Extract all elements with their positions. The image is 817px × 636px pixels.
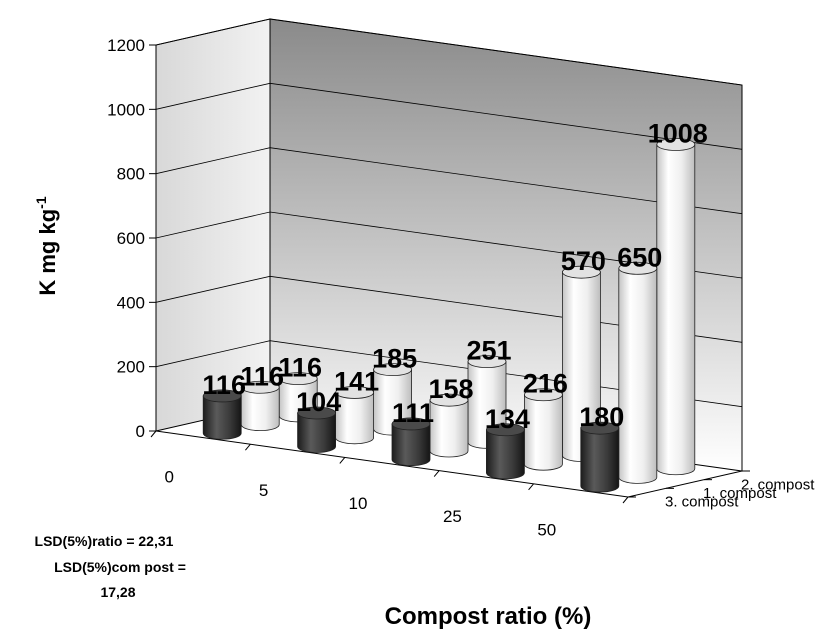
bar-s0-c4: 180 [579, 402, 624, 493]
x-tick-mark-1 [245, 443, 251, 451]
y-tick-label-200: 200 [117, 358, 145, 377]
bar-body-s1-c4 [618, 267, 658, 484]
bar-body-s1-c0 [240, 386, 280, 431]
bar-body-s0-c4 [580, 427, 620, 493]
bar-body-s0-c3 [486, 429, 525, 480]
x-tick-labels: 0 5 10 25 50 [150, 430, 629, 539]
x-tick-label-25: 25 [443, 507, 462, 526]
data-label-s2-c0: 116 [278, 353, 322, 383]
bar-top-s1-c1 [335, 386, 375, 399]
x-tick-mark-4 [528, 483, 534, 491]
bar-top-s0-c1 [297, 406, 337, 420]
bar-s1-c3: 216 [523, 369, 568, 471]
x-tick-mark-3 [433, 470, 440, 477]
bar-top-s1-c3 [524, 388, 563, 402]
data-label-s2-c3: 570 [561, 246, 606, 276]
bar-body-s0-c2 [391, 423, 431, 467]
data-label-s0-c1: 104 [296, 387, 341, 417]
bar-s0-c3: 134 [485, 404, 530, 480]
y-axis-title: K mg kg-1 [33, 196, 60, 295]
x-tick-mark-2 [339, 457, 346, 464]
gridline-1000 [155, 82, 743, 150]
bar-s1-c0: 116 [240, 361, 284, 431]
bar-s1-c1: 141 [334, 366, 379, 445]
bar-top-s0-c3 [485, 423, 525, 437]
gridline-800 [155, 147, 743, 215]
bar-s0-c0: 116 [202, 370, 246, 440]
y-axis-title-superscript: -1 [33, 196, 49, 209]
y-tick-label-800: 800 [117, 165, 145, 184]
data-label-s1-c4: 650 [617, 242, 662, 272]
bar-top-s0-c4 [580, 421, 620, 435]
y-tick-label-0: 0 [136, 422, 145, 441]
lsd-ratio-note: LSD(5%)ratio = 22,31 [35, 533, 174, 549]
x-tick-label-5: 5 [259, 481, 268, 500]
data-label-s1-c2: 158 [428, 374, 473, 404]
bar-body-s1-c1 [335, 392, 374, 445]
data-label-s1-c1: 141 [334, 366, 379, 396]
bar-body-s1-c2 [429, 399, 469, 458]
bar-top-s2-c2 [467, 355, 507, 368]
bar-top-s2-c3 [562, 265, 601, 279]
bar-body-s0-c0 [202, 395, 242, 440]
bar-top-s1-c4 [618, 261, 658, 275]
bar-s0-c2: 111 [391, 398, 434, 467]
bar-s0-c1: 104 [296, 387, 341, 453]
bar-top-s1-c2 [429, 393, 469, 407]
x-tick-mark-0 [150, 430, 157, 438]
y-tick-label-600: 600 [117, 229, 145, 248]
y-tick-label-1000: 1000 [107, 100, 145, 119]
y-tick-labels: 0 200 400 600 800 1000 1200 [107, 36, 156, 441]
y-axis-title-main: K mg kg [35, 209, 60, 296]
x-axis-line [155, 430, 629, 498]
bar-s1-c4: 650 [617, 242, 662, 484]
y-tick-label-1200: 1200 [107, 36, 145, 55]
data-label-s2-c1: 185 [372, 344, 417, 374]
bar-top-s0-c2 [391, 417, 431, 431]
data-label-s2-c2: 251 [466, 336, 511, 366]
data-label-s1-c0: 116 [240, 361, 284, 391]
x-tick-label-50: 50 [537, 520, 556, 539]
bar-s2-c4: 1008 [648, 118, 708, 476]
x-tick-label-10: 10 [349, 494, 368, 513]
bar-top-s2-c0 [278, 372, 318, 386]
depth-axis-line [627, 470, 743, 498]
series-label-1: 1. compost [703, 485, 777, 502]
data-label-s0-c3: 134 [485, 404, 530, 434]
gridline-600 [155, 211, 743, 279]
bar-top-s2-c4 [656, 138, 696, 151]
bars: 116 185 251 570 1008 116 141 158 216 650 116 104 111… [202, 118, 708, 493]
bar-top-s1-c0 [240, 380, 280, 394]
data-label-s0-c4: 180 [579, 402, 624, 432]
series-label-0: 3. compost [665, 494, 739, 511]
x-tick-label-0: 0 [164, 468, 173, 487]
gridline-1200 [155, 18, 743, 86]
lsd-compost-value: 17,28 [100, 584, 135, 600]
data-label-s2-c4: 1008 [648, 118, 708, 148]
y-tick-label-400: 400 [117, 293, 145, 312]
bar-top-s2-c1 [373, 363, 413, 377]
data-label-s1-c3: 216 [523, 369, 568, 399]
data-label-s0-c2: 111 [392, 398, 434, 428]
bar-body-s0-c1 [297, 412, 336, 453]
bar-top-s0-c0 [202, 389, 242, 403]
x-tick-mark-5 [622, 496, 629, 504]
bar-body-s2-c4 [656, 144, 696, 476]
bar-s1-c2: 158 [428, 374, 474, 458]
series-label-2: 2. compost [741, 476, 815, 493]
data-label-s0-c0: 116 [202, 370, 246, 400]
lsd-compost-note: LSD(5%)com post = [54, 559, 186, 575]
svg-text:K mg kg-1: K mg kg-1 [33, 196, 60, 295]
x-axis-title: Compost ratio (%) [385, 603, 592, 630]
bar-body-s1-c3 [524, 394, 563, 471]
